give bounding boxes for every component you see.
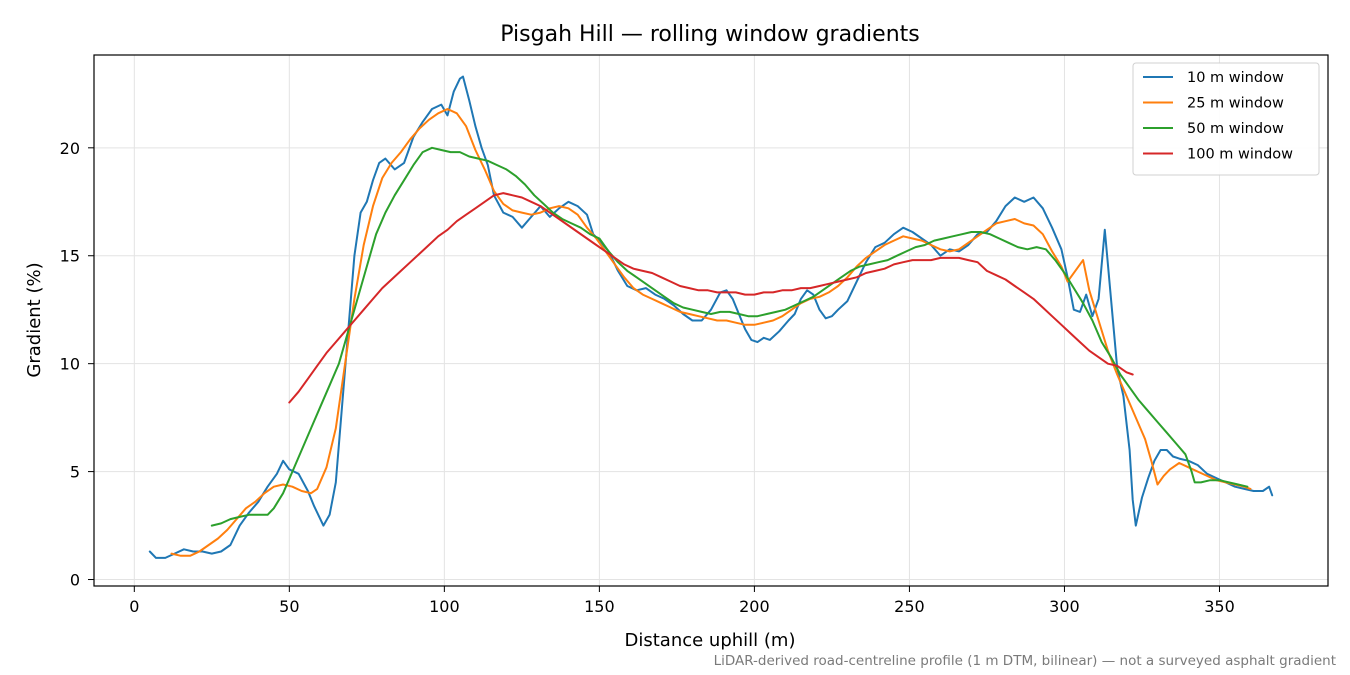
series-line-50-m-window bbox=[210, 146, 1249, 527]
series-lines bbox=[148, 75, 1274, 559]
legend-label-25-m-window: 25 m window bbox=[1187, 96, 1284, 112]
y-tick-label: 20 bbox=[60, 139, 80, 158]
plot-frame bbox=[93, 54, 1329, 587]
legend: 10 m window 25 m window 50 m window 100 m w… bbox=[1132, 62, 1320, 176]
x-tick-label: 0 bbox=[129, 597, 139, 616]
y-tick-label: 5 bbox=[70, 463, 80, 482]
axis-ticks: 0 50 100 150 200 250 300 350 0 5 10 15 20 bbox=[60, 139, 1235, 616]
x-tick-label: 200 bbox=[739, 597, 770, 616]
legend-box bbox=[1132, 62, 1320, 176]
footnote: LiDAR-derived road-centreline profile (1… bbox=[714, 653, 1336, 669]
y-axis-label: Gradient (%) bbox=[24, 262, 45, 377]
x-tick-label: 350 bbox=[1204, 597, 1235, 616]
x-tick-label: 150 bbox=[584, 597, 615, 616]
legend-label-50-m-window: 50 m window bbox=[1187, 121, 1284, 137]
series-line-100-m-window bbox=[288, 192, 1134, 404]
x-axis-label: Distance uphill (m) bbox=[625, 630, 796, 651]
legend-label-10-m-window: 10 m window bbox=[1187, 70, 1284, 86]
chart-title: Pisgah Hill — rolling window gradients bbox=[500, 22, 919, 47]
x-tick-label: 50 bbox=[279, 597, 299, 616]
x-tick-label: 300 bbox=[1049, 597, 1080, 616]
legend-label-100-m-window: 100 m window bbox=[1187, 147, 1293, 163]
x-tick-label: 250 bbox=[894, 597, 925, 616]
series-line-10-m-window bbox=[148, 75, 1274, 559]
y-tick-label: 15 bbox=[60, 247, 80, 266]
x-tick-label: 100 bbox=[429, 597, 460, 616]
y-tick-label: 10 bbox=[60, 355, 80, 374]
y-tick-label: 0 bbox=[70, 571, 80, 590]
series-line-25-m-window bbox=[170, 108, 1252, 557]
